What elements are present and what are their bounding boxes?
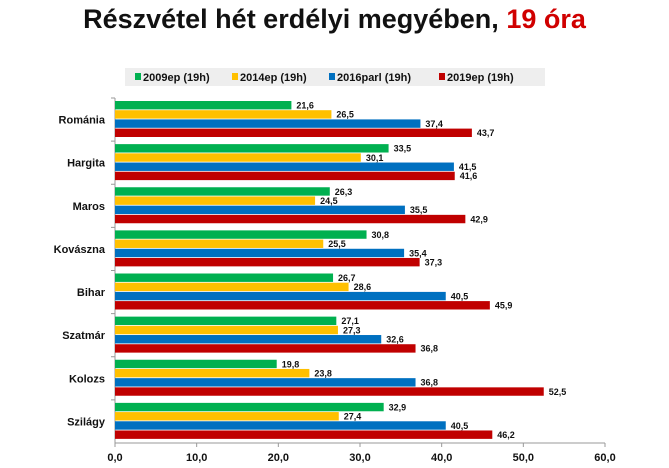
- data-label: 26,5: [336, 110, 354, 120]
- data-label: 27,3: [343, 325, 361, 335]
- bar-2014ep: [115, 412, 339, 421]
- chart-title: Részvétel hét erdélyi megyében, 19 óra: [0, 4, 669, 35]
- data-label: 26,7: [338, 273, 356, 283]
- data-label: 19,8: [282, 359, 300, 369]
- bar-2009ep: [115, 273, 334, 282]
- bar-2009ep: [115, 230, 367, 239]
- legend-label: 2016parl (19h): [337, 72, 411, 84]
- bar-2009ep: [115, 101, 292, 110]
- bar-2019ep: [115, 430, 493, 439]
- data-label: 35,5: [410, 205, 428, 215]
- x-tick-label: 30,0: [349, 452, 370, 464]
- bar-2019ep: [115, 128, 472, 137]
- category-label: Kovászna: [54, 244, 106, 256]
- bar-2019ep: [115, 301, 490, 310]
- data-label: 33,5: [394, 144, 412, 154]
- bar-2016parl: [115, 205, 405, 215]
- data-label: 41,5: [459, 162, 477, 172]
- bar-2019ep: [115, 344, 416, 353]
- data-label: 28,6: [354, 282, 372, 292]
- data-label: 36,8: [421, 378, 439, 388]
- bar-2016parl: [115, 421, 446, 430]
- bar-2009ep: [115, 144, 389, 153]
- data-label: 24,5: [320, 196, 338, 206]
- x-tick-label: 20,0: [268, 452, 289, 464]
- bar-2019ep: [115, 257, 420, 267]
- bar-2016parl: [115, 335, 382, 344]
- data-label: 37,4: [425, 119, 443, 129]
- x-tick-label: 40,0: [431, 452, 452, 464]
- data-label: 21,6: [296, 101, 314, 111]
- bar-2016parl: [115, 248, 405, 258]
- bar-2014ep: [115, 368, 310, 378]
- bar-2016parl: [115, 378, 416, 387]
- category-label: Maros: [73, 201, 105, 213]
- bar-2019ep: [115, 387, 544, 396]
- bar-2009ep: [115, 359, 277, 369]
- data-label: 41,6: [460, 171, 478, 181]
- data-label: 23,8: [314, 368, 332, 378]
- legend-label: 2019ep (19h): [447, 72, 514, 84]
- data-label: 40,5: [451, 421, 469, 431]
- data-label: 52,5: [549, 387, 567, 397]
- data-label: 30,8: [372, 230, 390, 240]
- legend-swatch: [439, 73, 445, 80]
- legend-swatch: [232, 73, 238, 80]
- data-label: 27,4: [344, 412, 362, 422]
- legend-label: 2009ep (19h): [143, 72, 210, 84]
- data-label: 36,8: [421, 344, 439, 354]
- data-label: 30,1: [366, 153, 384, 163]
- category-label: Kolozs: [69, 373, 105, 385]
- bar-2016parl: [115, 119, 421, 128]
- bar-2014ep: [115, 110, 332, 119]
- data-label: 32,6: [386, 335, 404, 345]
- legend-label: 2014ep (19h): [240, 72, 307, 84]
- x-tick-label: 60,0: [594, 452, 615, 464]
- category-label: Románia: [59, 115, 106, 127]
- bar-2014ep: [115, 282, 349, 292]
- x-tick-label: 10,0: [186, 452, 207, 464]
- bar-2014ep: [115, 239, 324, 248]
- legend-swatch: [135, 73, 141, 80]
- data-label: 37,3: [425, 257, 443, 267]
- title-highlight: 19 óra: [506, 4, 586, 34]
- bar-2009ep: [115, 187, 330, 196]
- bar-2019ep: [115, 171, 455, 181]
- data-label: 43,7: [477, 128, 495, 138]
- x-tick-label: 0,0: [107, 452, 122, 464]
- bar-2016parl: [115, 291, 446, 301]
- category-label: Szilágy: [67, 416, 106, 428]
- data-label: 27,1: [341, 316, 359, 326]
- bar-2009ep: [115, 316, 337, 326]
- data-label: 46,2: [497, 430, 515, 440]
- x-tick-label: 50,0: [513, 452, 534, 464]
- bar-2014ep: [115, 325, 338, 335]
- data-label: 40,5: [451, 291, 469, 301]
- data-label: 25,5: [328, 239, 346, 249]
- category-label: Hargita: [67, 158, 106, 170]
- category-label: Szatmár: [62, 330, 106, 342]
- legend-swatch: [329, 73, 335, 80]
- bar-2019ep: [115, 214, 466, 224]
- data-label: 45,9: [495, 301, 513, 311]
- bar-2014ep: [115, 153, 361, 162]
- data-label: 32,9: [389, 402, 407, 412]
- data-label: 35,4: [409, 248, 427, 258]
- category-label: Bihar: [77, 287, 106, 299]
- bar-2014ep: [115, 196, 316, 205]
- bar-2016parl: [115, 162, 454, 171]
- data-label: 26,3: [335, 187, 353, 197]
- title-text: Részvétel hét erdélyi megyében,: [83, 4, 499, 34]
- data-label: 42,9: [470, 214, 488, 224]
- bar-2009ep: [115, 402, 384, 412]
